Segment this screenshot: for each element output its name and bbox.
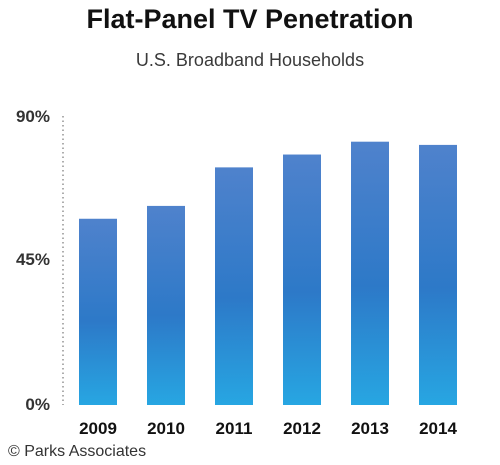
y-tick-label: 45% <box>16 250 50 269</box>
source-credit: © Parks Associates <box>8 443 146 460</box>
y-tick-label: 90% <box>16 107 50 126</box>
bar-2013 <box>351 141 389 405</box>
chart-title: Flat-Panel TV Penetration <box>86 4 413 34</box>
x-tick-label: 2013 <box>351 419 389 438</box>
x-axis-labels: 2009 2010 2011 2012 2013 2014 <box>79 419 457 438</box>
bar-2012 <box>283 154 321 405</box>
bar-2014 <box>419 144 457 405</box>
x-tick-label: 2009 <box>79 419 117 438</box>
x-tick-label: 2010 <box>147 419 185 438</box>
chart-subtitle: U.S. Broadband Households <box>136 50 364 70</box>
y-tick-label: 0% <box>25 395 50 414</box>
x-tick-label: 2012 <box>283 419 321 438</box>
bar-2010 <box>147 205 185 405</box>
x-tick-label: 2014 <box>419 419 457 438</box>
bar-2009 <box>79 218 117 405</box>
bar-2011 <box>215 167 253 405</box>
bar-series <box>79 141 457 405</box>
x-tick-label: 2011 <box>216 419 253 438</box>
